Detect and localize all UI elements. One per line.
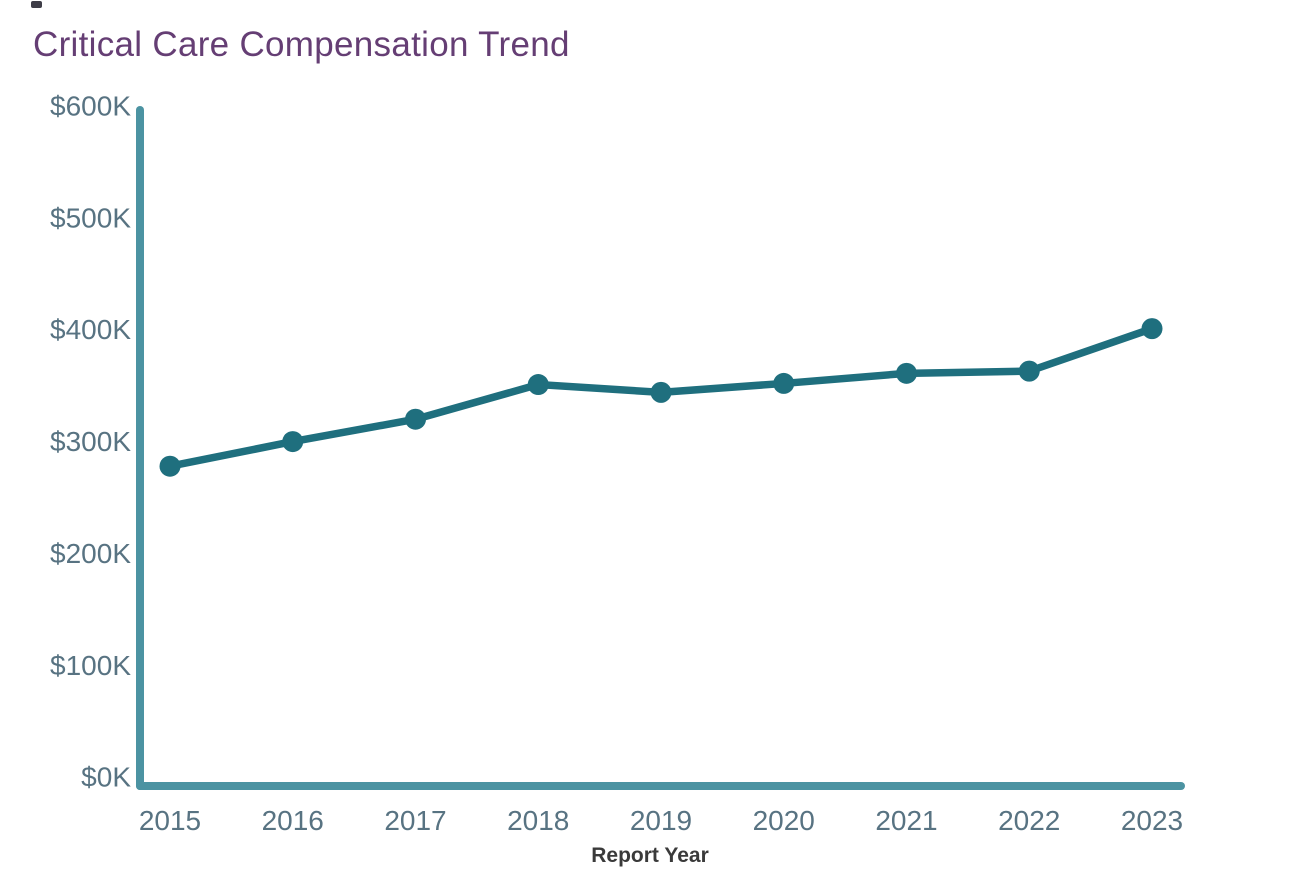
y-tick-label-500K: $500K bbox=[50, 202, 131, 233]
x-tick-label-2020: 2020 bbox=[753, 805, 815, 836]
data-point-2015[interactable] bbox=[159, 455, 181, 477]
x-tick-label-2019: 2019 bbox=[630, 805, 692, 836]
x-tick-label-2015: 2015 bbox=[139, 805, 201, 836]
data-point-2023[interactable] bbox=[1141, 318, 1163, 340]
x-tick-label-2022: 2022 bbox=[998, 805, 1060, 836]
x-tick-label-2021: 2021 bbox=[875, 805, 937, 836]
x-axis-title: Report Year bbox=[591, 844, 709, 867]
y-tick-label-300K: $300K bbox=[50, 426, 131, 457]
x-tick-label-2017: 2017 bbox=[384, 805, 446, 836]
data-point-2019[interactable] bbox=[650, 381, 672, 403]
y-tick-label-400K: $400K bbox=[50, 314, 131, 345]
y-tick-label-200K: $200K bbox=[50, 538, 131, 569]
data-point-2022[interactable] bbox=[1018, 360, 1040, 382]
y-tick-label-600K: $600K bbox=[50, 91, 131, 122]
data-point-2020[interactable] bbox=[773, 372, 795, 394]
data-point-2018[interactable] bbox=[527, 374, 549, 396]
x-tick-label-2018: 2018 bbox=[507, 805, 569, 836]
x-tick-label-2016: 2016 bbox=[262, 805, 324, 836]
x-axis-tick-labels: 2015 2016 2017 2018 2019 2020 2021 2022 2023 bbox=[139, 805, 1183, 836]
y-tick-label-100K: $100K bbox=[50, 650, 131, 681]
top-left-artifact bbox=[31, 1, 42, 8]
data-point-2021[interactable] bbox=[896, 362, 917, 384]
x-tick-label-2023: 2023 bbox=[1121, 805, 1183, 836]
y-axis-tick-labels: $0K $100K $200K $300K $400K $500K $600K bbox=[50, 91, 131, 793]
y-tick-label-0K: $0K bbox=[81, 762, 131, 793]
data-series bbox=[159, 318, 1163, 477]
data-point-2016[interactable] bbox=[282, 431, 304, 453]
chart-title: Critical Care Compensation Trend bbox=[33, 25, 570, 64]
data-point-2017[interactable] bbox=[405, 408, 426, 430]
